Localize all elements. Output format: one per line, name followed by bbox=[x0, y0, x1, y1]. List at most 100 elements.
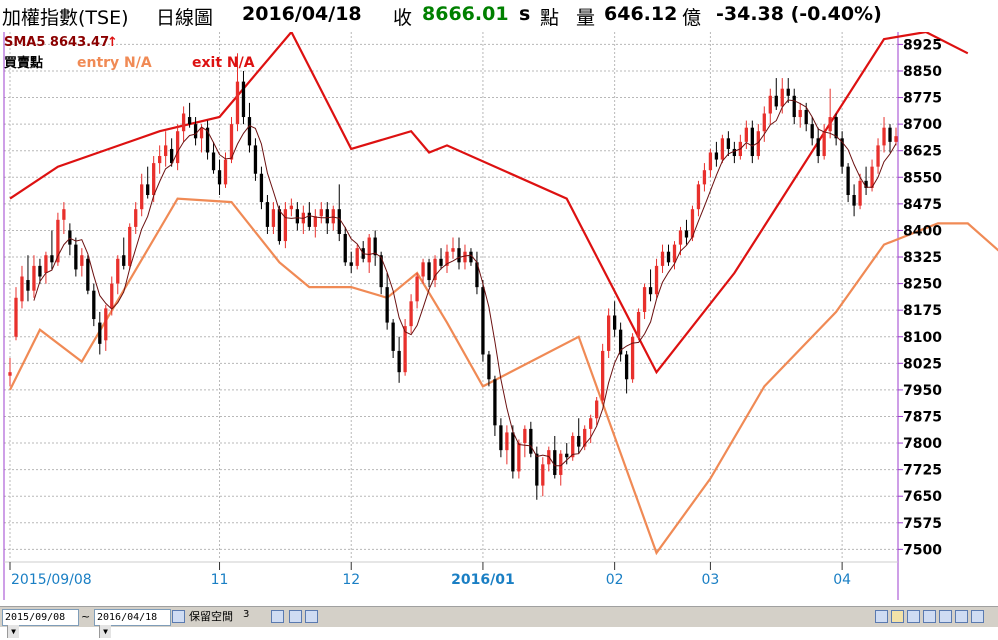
end-date-combo[interactable]: 2016/04/18 ▼ bbox=[94, 609, 171, 638]
candle-body bbox=[8, 372, 12, 376]
volume-value: 646.12 bbox=[604, 3, 678, 25]
candle-body bbox=[367, 237, 371, 263]
candle-body bbox=[750, 127, 754, 157]
candle-body bbox=[193, 124, 198, 139]
candle-body bbox=[14, 297, 18, 337]
candle-body bbox=[457, 248, 461, 263]
candle-body bbox=[744, 127, 748, 142]
candle-body bbox=[217, 170, 222, 185]
candle-body bbox=[146, 184, 150, 196]
y-tick-label: 8400 bbox=[903, 223, 942, 239]
legend: SMA5 8643.47 ↑ 買賣點 entry N/A exit N/A bbox=[4, 35, 255, 71]
y-tick-label: 7725 bbox=[903, 463, 942, 479]
candle-body bbox=[756, 131, 760, 157]
candle-body bbox=[571, 435, 575, 458]
candle-body bbox=[618, 329, 623, 355]
dropdown-arrow-icon[interactable]: ▼ bbox=[99, 625, 111, 638]
scroll-left-icon[interactable] bbox=[875, 610, 888, 623]
candle-body bbox=[349, 262, 353, 266]
candle-body bbox=[666, 251, 671, 263]
candle-body bbox=[98, 322, 102, 344]
grid-lines bbox=[4, 32, 898, 560]
dropdown-arrow-icon[interactable]: ▼ bbox=[7, 625, 19, 638]
zoom-in-icon[interactable] bbox=[971, 610, 984, 623]
x-tick-label: 2016/01 bbox=[451, 572, 515, 588]
x-tick-label: 02 bbox=[606, 572, 624, 588]
y-tick-label: 8175 bbox=[903, 303, 942, 319]
candle-body bbox=[56, 219, 60, 263]
candle-body bbox=[720, 138, 725, 160]
candle-body bbox=[529, 428, 533, 454]
refresh-icon[interactable] bbox=[305, 610, 318, 623]
candle-body bbox=[205, 127, 210, 153]
candle-body bbox=[445, 251, 449, 266]
candle-body bbox=[409, 301, 413, 327]
title-bar: 加權指數(TSE) 日線圖 2016/04/18 收 8666.01 s 點 量… bbox=[0, 0, 998, 32]
candle-body bbox=[858, 180, 862, 206]
candles bbox=[8, 53, 898, 500]
candle-body bbox=[451, 248, 455, 252]
candle-body bbox=[397, 350, 401, 373]
grid-icon[interactable] bbox=[923, 610, 936, 623]
candle-body bbox=[86, 258, 90, 291]
y-tick-label: 7650 bbox=[903, 489, 942, 505]
y-tick-label: 8100 bbox=[903, 330, 942, 346]
candle-body bbox=[289, 205, 294, 210]
chart-icon[interactable] bbox=[289, 610, 302, 623]
candle-body bbox=[840, 138, 844, 167]
candle-body bbox=[44, 255, 48, 273]
tool-icon[interactable] bbox=[907, 610, 920, 623]
candle-body bbox=[624, 354, 629, 380]
candle-body bbox=[385, 287, 389, 323]
candle-body bbox=[696, 184, 701, 210]
period-label: 日線圖 bbox=[156, 7, 214, 29]
candle-body bbox=[355, 248, 359, 266]
zoom-icon[interactable] bbox=[891, 610, 904, 623]
candle-body bbox=[277, 209, 282, 242]
candle-body bbox=[104, 308, 108, 341]
candle-body bbox=[595, 400, 599, 419]
legend-buysell: 買賣點 bbox=[4, 55, 43, 71]
candlestick-chart: 7500 7575 7650 7725 7800 7875 7950 8025 8100 8175… bbox=[3, 32, 998, 600]
candle-body bbox=[463, 251, 467, 263]
candle-body bbox=[20, 276, 24, 302]
candle-body bbox=[134, 209, 138, 227]
settings-icon[interactable] bbox=[271, 610, 284, 623]
candle-body bbox=[92, 290, 96, 320]
candle-body bbox=[541, 464, 545, 486]
candle-body bbox=[32, 265, 36, 291]
y-axis-ticks: 7500 7575 7650 7725 7800 7875 7950 8025 8100 8175… bbox=[898, 37, 942, 558]
candle-body bbox=[433, 258, 437, 281]
y-tick-label: 8475 bbox=[903, 197, 942, 213]
y-tick-label: 8325 bbox=[903, 250, 942, 266]
candle-body bbox=[122, 255, 126, 266]
start-date-combo[interactable]: 2015/09/08 ▼ bbox=[2, 609, 79, 638]
y-tick-label: 8250 bbox=[903, 277, 942, 293]
candle-body bbox=[612, 315, 617, 330]
candle-body bbox=[505, 432, 509, 451]
candle-body bbox=[169, 148, 174, 164]
candle-body bbox=[265, 202, 270, 227]
candle-body bbox=[325, 209, 329, 224]
candle-body bbox=[601, 350, 605, 401]
candle-body bbox=[583, 428, 587, 447]
candle-body bbox=[882, 127, 886, 146]
legend-entry: entry N/A bbox=[77, 55, 152, 71]
calendar-icon[interactable] bbox=[172, 610, 185, 623]
crosshair-icon[interactable] bbox=[939, 610, 952, 623]
candle-body bbox=[894, 136, 898, 142]
candle-body bbox=[379, 255, 383, 288]
candle-body bbox=[798, 109, 802, 118]
candle-body bbox=[672, 244, 677, 263]
candle-body bbox=[50, 255, 54, 263]
y-tick-label: 7575 bbox=[903, 516, 942, 532]
candle-body bbox=[38, 265, 42, 277]
candle-body bbox=[128, 226, 132, 266]
legend-exit: exit N/A bbox=[192, 55, 255, 71]
candle-body bbox=[415, 276, 419, 302]
candle-body bbox=[110, 283, 114, 309]
candle-body bbox=[786, 88, 790, 96]
y-tick-label: 8625 bbox=[903, 144, 942, 160]
zoom-out-icon[interactable] bbox=[955, 610, 968, 623]
close-label: 收 bbox=[393, 7, 413, 29]
